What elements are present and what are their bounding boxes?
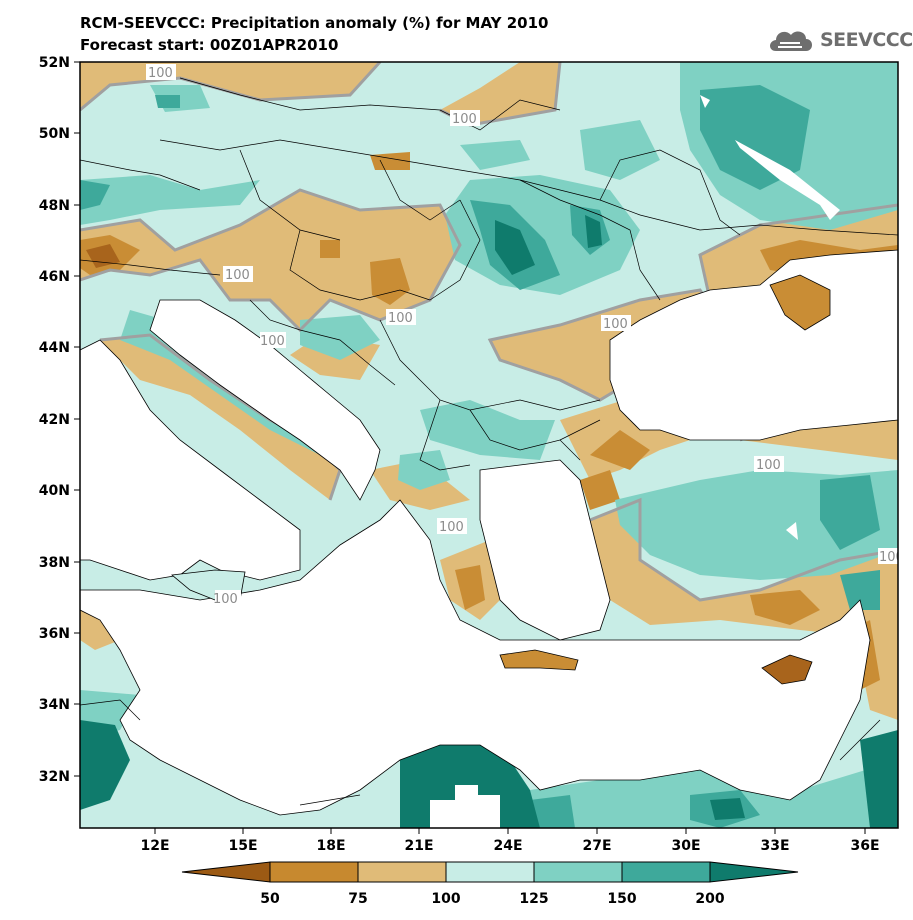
svg-text:100: 100 <box>213 592 238 607</box>
lat-label: 52N <box>39 55 70 71</box>
contour-label: 100 <box>146 64 176 81</box>
lat-label: 38N <box>39 555 70 571</box>
colorbar-label: 100 <box>431 891 460 907</box>
colorbar-label: 75 <box>348 891 367 907</box>
contour-label: 100 <box>754 456 784 473</box>
svg-text:100: 100 <box>603 317 628 332</box>
svg-text:100: 100 <box>439 520 464 535</box>
contour-label: 100 <box>437 518 467 535</box>
lon-label: 18E <box>316 838 345 854</box>
colorbar-label: 200 <box>695 891 724 907</box>
lon-label: 24E <box>493 838 522 854</box>
lon-label: 30E <box>671 838 700 854</box>
lon-label: 21E <box>404 838 433 854</box>
crete <box>499 649 579 671</box>
map-frame <box>79 61 899 829</box>
lon-label: 12E <box>140 838 169 854</box>
crimea <box>769 274 831 331</box>
lat-label: 42N <box>39 412 70 428</box>
lat-label: 48N <box>39 198 70 214</box>
colorbar-bin <box>269 861 359 883</box>
map-title: RCM-SEEVCCC: Precipitation anomaly (%) f… <box>80 14 549 32</box>
colorbar-label: 50 <box>260 891 280 907</box>
latitude-axis: 52N 50N 48N 46N 44N 42N 40N 38N 36N 34N … <box>39 55 80 785</box>
anomaly-field: 100 100 100 100 100 100 100 100 100 100 <box>80 62 904 828</box>
contour-label: 100 <box>386 309 416 326</box>
lat-label: 50N <box>39 126 70 142</box>
missing-data <box>430 95 840 828</box>
seevccc-logo: SEEVCCC <box>766 24 913 56</box>
lat-label: 32N <box>39 769 70 785</box>
contour-label: 100 <box>878 548 904 565</box>
contour-label: 100 <box>260 332 286 349</box>
svg-text:100: 100 <box>148 66 173 81</box>
colorbar <box>181 861 799 883</box>
colorbar-bin <box>181 861 271 883</box>
colorbar-label: 125 <box>519 891 548 907</box>
svg-text:100: 100 <box>388 311 413 326</box>
svg-text:100: 100 <box>225 268 250 283</box>
colorbar-bin <box>709 861 799 883</box>
svg-text:100: 100 <box>452 112 477 127</box>
cyprus <box>761 654 813 685</box>
contour-labels: 100 100 100 100 100 100 100 100 100 100 <box>146 64 904 607</box>
lat-label: 46N <box>39 269 70 285</box>
lon-label: 27E <box>582 838 611 854</box>
forecast-start-subtitle: Forecast start: 00Z01APR2010 <box>80 36 339 54</box>
colorbar-labels: 50 75 100 125 150 200 <box>260 891 725 907</box>
contour-label: 100 <box>223 266 253 283</box>
lon-label: 33E <box>760 838 789 854</box>
country-borders <box>80 77 898 806</box>
lat-label: 44N <box>39 340 70 356</box>
colorbar-bin <box>533 861 623 883</box>
cloud-logo-icon <box>770 31 812 51</box>
colorbar-bin <box>357 861 447 883</box>
svg-text:100: 100 <box>879 550 904 565</box>
lon-label: 15E <box>228 838 257 854</box>
colorbar-label: 150 <box>607 891 636 907</box>
lon-label: 36E <box>850 838 879 854</box>
contour-label: 100 <box>450 110 480 127</box>
wet-strong-areas <box>80 85 880 828</box>
contour-label: 100 <box>213 590 241 607</box>
lat-label: 40N <box>39 483 70 499</box>
svg-text:100: 100 <box>756 458 781 473</box>
lat-label: 34N <box>39 697 70 713</box>
colorbar-bin <box>445 861 535 883</box>
longitude-axis: 12E 15E 18E 21E 24E 27E 30E 33E 36E <box>140 828 880 854</box>
svg-text:100: 100 <box>260 334 285 349</box>
colorbar-bin <box>621 861 711 883</box>
contour-label: 100 <box>601 315 631 332</box>
logo-text: SEEVCCC <box>820 29 913 51</box>
lat-label: 36N <box>39 626 70 642</box>
